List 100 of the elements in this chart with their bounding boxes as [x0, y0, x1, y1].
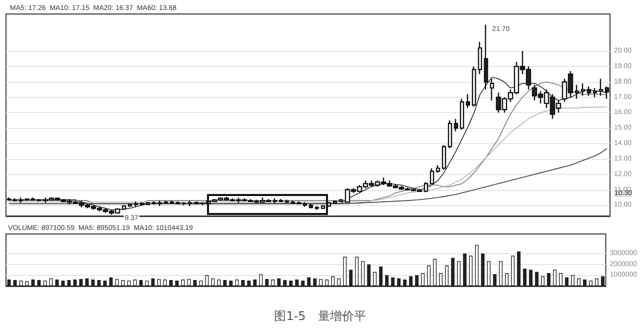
- bar: [133, 280, 137, 286]
- candlestick: [140, 202, 144, 206]
- candlestick: [472, 66, 476, 108]
- bar: [421, 273, 425, 286]
- bar: [367, 264, 371, 286]
- bar: [109, 277, 113, 286]
- bar: [325, 280, 329, 286]
- candlestick: [466, 94, 470, 109]
- bar: [223, 280, 227, 286]
- bar: [73, 280, 77, 286]
- bar: [55, 280, 59, 286]
- bar: [517, 251, 521, 286]
- candlestick: [12, 198, 18, 202]
- bar: [121, 280, 125, 286]
- bar: [193, 280, 197, 286]
- bar: [577, 278, 581, 286]
- bar: [445, 265, 449, 286]
- bar: [331, 276, 335, 286]
- bar: [199, 280, 203, 286]
- bar: [397, 278, 401, 286]
- bar: [601, 276, 604, 286]
- bar: [91, 280, 95, 286]
- bar: [265, 278, 269, 286]
- bar: [511, 256, 515, 286]
- bar: [385, 275, 389, 286]
- bar: [307, 277, 311, 286]
- bar: [403, 280, 407, 286]
- bar: [541, 276, 545, 286]
- bar: [439, 273, 443, 286]
- bar: [217, 280, 221, 286]
- bar: [589, 280, 593, 286]
- bar: [529, 270, 533, 286]
- candlestick: [30, 196, 36, 202]
- bar: [115, 278, 119, 286]
- bar: [67, 280, 71, 286]
- candlestick: [146, 202, 150, 206]
- candlestick: [170, 200, 174, 204]
- bar: [427, 265, 431, 286]
- bar: [37, 280, 41, 286]
- candlestick: [592, 87, 598, 98]
- bar: [343, 256, 347, 286]
- bar: [289, 280, 293, 286]
- candlestick: [134, 200, 138, 208]
- bar: [259, 274, 263, 286]
- bar: [505, 273, 509, 286]
- bar: [355, 256, 359, 286]
- candlestick: [296, 200, 302, 206]
- candlestick: [122, 204, 126, 210]
- bar: [229, 280, 233, 286]
- candlestick: [490, 78, 494, 101]
- bar: [175, 280, 179, 286]
- bar: [487, 261, 491, 286]
- bar: [409, 276, 413, 286]
- bar: [463, 254, 467, 286]
- bar: [565, 277, 569, 286]
- bar: [127, 280, 131, 286]
- bar: [145, 280, 149, 286]
- bar: [97, 280, 101, 286]
- candlestick: [478, 41, 482, 75]
- bar: [319, 278, 323, 286]
- candlestick: [18, 196, 24, 204]
- text: 图1-5 量增价平: [274, 309, 366, 323]
- bar: [553, 270, 557, 286]
- candlestick: [442, 144, 446, 170]
- bar: [373, 272, 377, 286]
- bar: [379, 266, 383, 286]
- candlestick: [320, 204, 326, 210]
- candlestick: [338, 198, 344, 203]
- bar: [313, 278, 317, 286]
- bar: [43, 280, 47, 286]
- bar: [391, 277, 395, 286]
- bar: [211, 278, 215, 286]
- bar: [181, 280, 185, 286]
- candlestick: [128, 203, 132, 208]
- bar: [139, 280, 143, 286]
- bar: [349, 270, 353, 286]
- bar: [451, 258, 455, 286]
- bar: [433, 258, 437, 286]
- bar: [235, 280, 239, 286]
- bar: [163, 280, 167, 286]
- candlestick: [460, 98, 464, 130]
- bar: [457, 261, 461, 286]
- candlestick: [272, 198, 278, 204]
- bar: [475, 244, 479, 286]
- bar: [481, 254, 485, 286]
- candlestick: [182, 202, 186, 206]
- candlestick: [176, 200, 180, 206]
- bar: [415, 275, 419, 286]
- candlestick: [302, 202, 308, 208]
- candlestick: [424, 181, 428, 193]
- bar: [277, 278, 281, 286]
- candlestick: [158, 200, 162, 207]
- candlestick: [598, 78, 604, 96]
- bar: [157, 278, 161, 286]
- bar: [499, 261, 503, 286]
- bar: [595, 278, 598, 286]
- bar: [7, 280, 11, 286]
- bar: [535, 272, 539, 286]
- bar: [493, 274, 497, 286]
- bar: [361, 261, 365, 286]
